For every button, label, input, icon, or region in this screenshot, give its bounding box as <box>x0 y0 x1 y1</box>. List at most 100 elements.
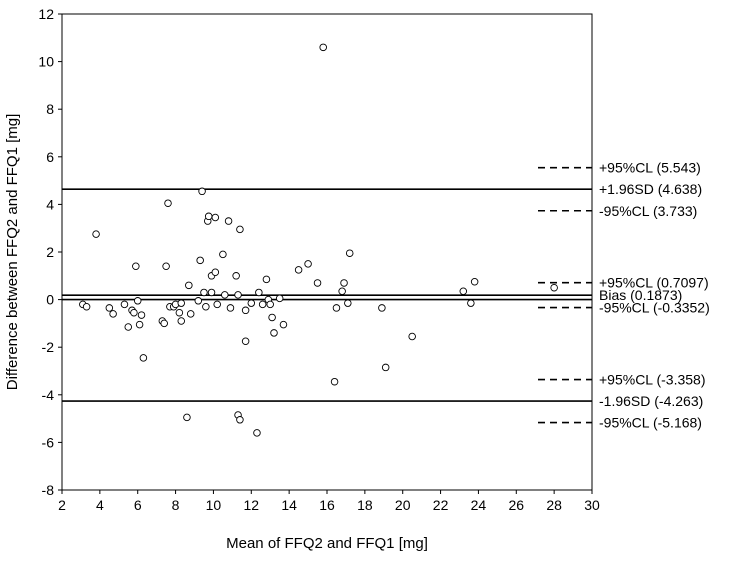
x-tick-label: 30 <box>584 497 600 513</box>
data-points-layer <box>79 43 558 437</box>
x-tick-label: 10 <box>206 497 222 513</box>
confidence-limit-label: +95%CL (0.7097) <box>599 275 709 291</box>
data-point <box>268 313 276 322</box>
y-tick-label: -6 <box>42 434 55 450</box>
data-point <box>234 291 242 299</box>
data-point <box>120 300 129 309</box>
data-point <box>202 302 210 311</box>
data-point <box>130 308 138 317</box>
y-tick-label: 6 <box>46 149 54 165</box>
data-point <box>219 250 227 259</box>
x-tick-label: 20 <box>395 497 411 513</box>
data-point <box>330 377 339 386</box>
data-point <box>211 213 220 222</box>
data-point <box>258 300 267 309</box>
data-point <box>262 275 271 284</box>
data-point <box>279 320 288 329</box>
data-point <box>294 266 303 274</box>
confidence-limit-label: -95%CL (-0.3352) <box>599 300 710 316</box>
data-point <box>236 225 244 234</box>
data-point <box>332 304 341 312</box>
data-point <box>270 329 278 337</box>
data-point <box>185 281 193 290</box>
y-tick-label: 0 <box>46 292 54 308</box>
x-tick-label: 14 <box>281 497 297 513</box>
data-point <box>550 283 558 292</box>
data-point <box>183 413 191 422</box>
x-tick-label: 28 <box>546 497 562 513</box>
x-tick-label: 24 <box>471 497 487 513</box>
x-tick-label: 12 <box>243 497 259 513</box>
confidence-limit-label: +95%CL (-3.358) <box>599 372 705 388</box>
confidence-limit-label: -95%CL (3.733) <box>599 203 697 219</box>
data-point <box>241 337 250 346</box>
data-point <box>344 299 352 307</box>
data-point <box>224 217 233 225</box>
y-tick-label: 8 <box>46 101 54 117</box>
x-axis-title: Mean of FFQ2 and FFQ1 [mg] <box>226 535 428 552</box>
data-point <box>194 297 203 305</box>
data-point <box>175 308 184 317</box>
data-point <box>82 302 91 311</box>
data-point <box>137 311 146 319</box>
y-tick-label: -2 <box>42 339 55 355</box>
data-point <box>253 429 261 437</box>
data-point <box>177 317 185 325</box>
data-point <box>313 279 322 287</box>
x-tick-label: 4 <box>96 497 104 513</box>
data-point <box>211 268 220 276</box>
x-tick-label: 26 <box>508 497 524 513</box>
data-point <box>139 354 148 362</box>
data-point <box>164 199 172 207</box>
data-point <box>338 287 346 296</box>
y-axis-title: Difference between FFQ2 and FFQ1 [mg] <box>4 114 21 391</box>
x-tick-label: 8 <box>172 497 180 513</box>
data-point <box>92 230 100 238</box>
data-point <box>177 299 185 307</box>
data-point <box>232 272 240 280</box>
plot-frame <box>61 13 593 491</box>
x-tick-label: 6 <box>134 497 142 513</box>
data-point <box>236 416 244 424</box>
reference-line-label: -1.96SD (-4.263) <box>599 393 703 409</box>
confidence-limit-label: +95%CL (5.543) <box>599 160 701 176</box>
y-tick-label: -4 <box>42 387 55 403</box>
x-tick-label: 18 <box>357 497 373 513</box>
data-point <box>204 212 213 221</box>
data-point <box>105 304 114 312</box>
x-tick-label: 16 <box>319 497 335 513</box>
data-point <box>266 300 274 309</box>
y-tick-label: 10 <box>38 54 54 70</box>
data-point <box>198 187 206 196</box>
data-point <box>381 363 390 372</box>
reference-line-label: +1.96SD (4.638) <box>599 181 702 197</box>
reference-line-label: Bias (0.1873) <box>599 287 682 303</box>
data-point <box>340 279 348 287</box>
data-point <box>132 262 140 271</box>
axes-layer: 2 4 6 8 10 12 14 16 18 20 22 24 26 28 30-8-6-4-2024681… <box>38 6 600 513</box>
data-point <box>109 310 117 318</box>
data-point <box>470 278 479 286</box>
reference-lines-layer <box>62 166 592 424</box>
data-point <box>226 304 235 312</box>
data-point <box>160 319 168 328</box>
data-point <box>459 287 468 296</box>
y-tick-label: 2 <box>46 244 54 260</box>
y-tick-label: 4 <box>46 196 54 212</box>
data-point <box>207 288 216 297</box>
data-point <box>196 256 204 265</box>
data-point <box>221 291 229 299</box>
confidence-limit-label: -95%CL (-5.168) <box>599 415 702 431</box>
y-tick-label: 12 <box>38 6 54 22</box>
data-point <box>124 323 132 331</box>
data-point <box>467 299 475 307</box>
data-point <box>213 300 221 309</box>
x-tick-label: 22 <box>433 497 449 513</box>
data-point <box>162 262 170 271</box>
data-point <box>378 304 386 312</box>
data-point <box>304 260 312 268</box>
data-point <box>319 43 327 52</box>
data-point <box>275 294 284 303</box>
data-point <box>133 297 142 305</box>
